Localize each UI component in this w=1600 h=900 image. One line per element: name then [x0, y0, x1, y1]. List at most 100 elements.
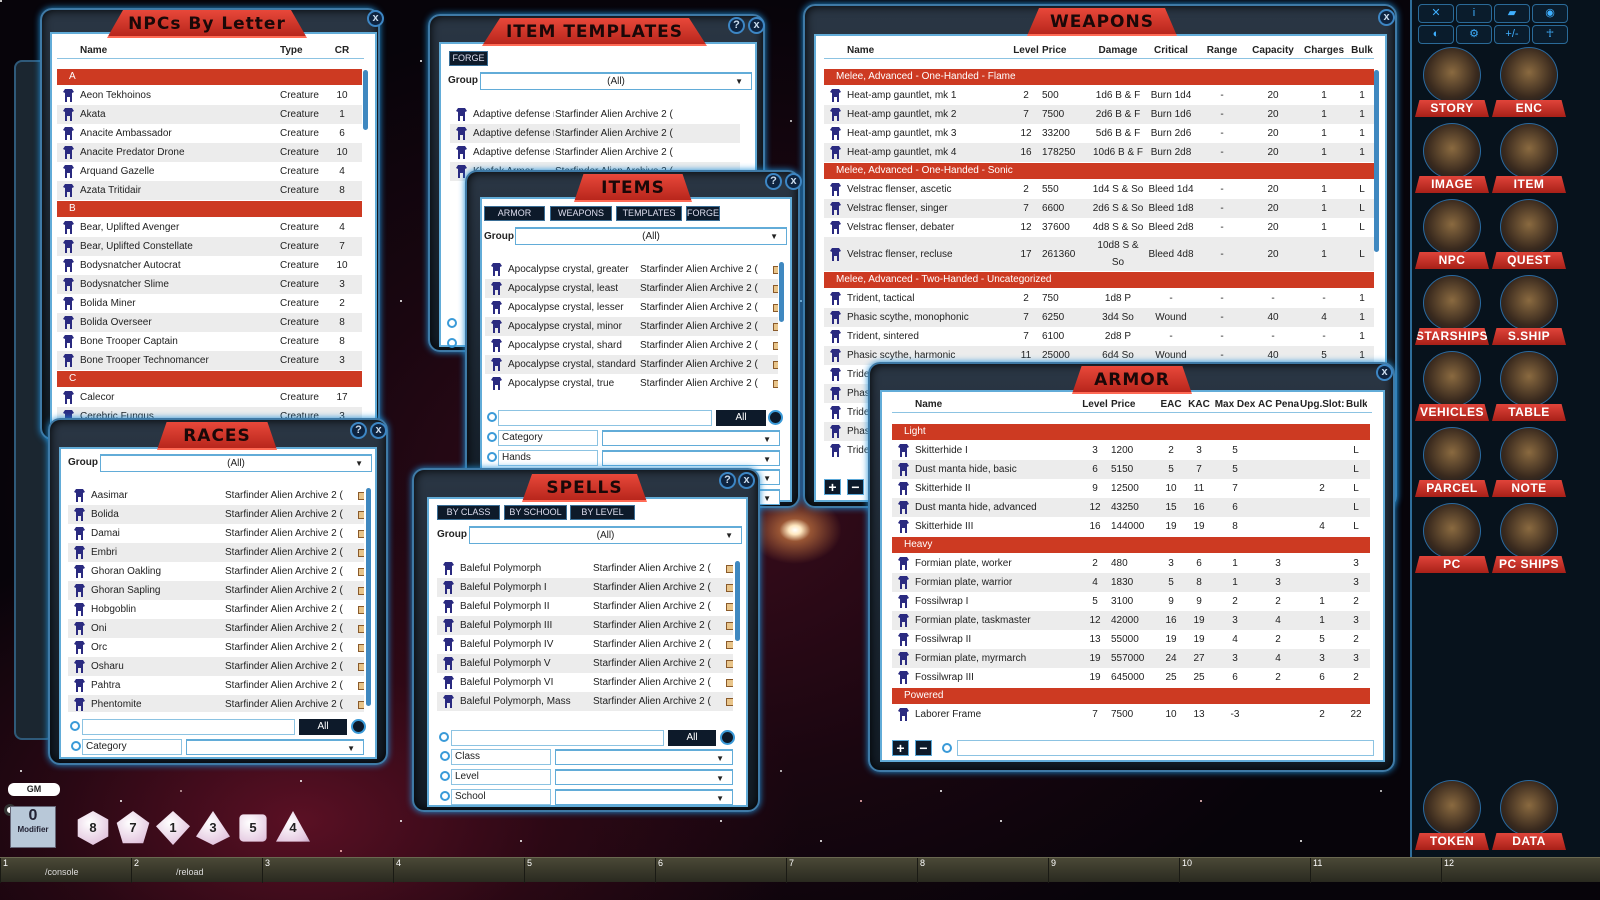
hotkey-slot[interactable]: 9: [1048, 858, 1179, 883]
scrollbar[interactable]: [363, 70, 368, 130]
book-icon[interactable]: [726, 678, 733, 687]
column-header-level[interactable]: Level: [1013, 44, 1039, 56]
table-row[interactable]: Skitterhide III 16 144000 19 19 8 4 L: [892, 517, 1370, 536]
table-row[interactable]: Arquand Gazelle Creature 4: [57, 162, 362, 181]
hotkey-slot[interactable]: 10: [1179, 858, 1310, 883]
group-header[interactable]: C: [57, 371, 362, 387]
table-row[interactable]: Heat-amp gauntlet, mk 2 7 7500 2d6 B & F Bur…: [824, 105, 1374, 124]
sidebar-button-pc[interactable]: PC: [1415, 501, 1489, 573]
table-row[interactable]: Velstrac flenser, debater 12 37600 4d8 S & …: [824, 218, 1374, 237]
filter-select[interactable]: ▼: [555, 749, 733, 765]
modifier-box[interactable]: 0 Modifier: [10, 806, 56, 848]
scrollbar[interactable]: [735, 561, 740, 641]
sidebar-button-s-ship-items[interactable]: S.SHIP ITEMS: [1492, 273, 1566, 345]
column-header-upg-slot-[interactable]: Upg.Slot:: [1300, 398, 1345, 410]
list-item[interactable]: Adaptive defense module, mkStarfinder Al…: [450, 124, 740, 143]
table-row[interactable]: Fossilwrap I 5 3100 9 9 2 2 1 2: [892, 592, 1370, 611]
column-header-name[interactable]: Name: [80, 44, 108, 56]
column-header-type[interactable]: Type: [280, 44, 303, 56]
filter-select[interactable]: ▼: [602, 449, 780, 466]
group-header[interactable]: Melee, Advanced - One-Handed - Sonic: [824, 163, 1374, 179]
book-icon[interactable]: [726, 659, 733, 668]
list-item[interactable]: Baleful Polymorph VI Starfinder Alien Arc…: [437, 673, 733, 692]
effects-icon[interactable]: +/-: [1494, 25, 1530, 44]
remove-button[interactable]: −: [847, 479, 864, 495]
edit-icon[interactable]: [768, 410, 783, 425]
book-icon[interactable]: [358, 643, 364, 652]
tab-by-level[interactable]: BY LEVEL: [570, 505, 635, 520]
search-input[interactable]: [451, 730, 664, 746]
book-icon[interactable]: [358, 491, 364, 500]
hotkey-slot[interactable]: 4: [393, 858, 524, 883]
column-header-level[interactable]: Level: [1082, 398, 1108, 410]
group-header[interactable]: Light: [892, 424, 1370, 440]
book-icon[interactable]: [773, 379, 778, 388]
filter-field-level[interactable]: Level: [451, 769, 551, 785]
list-item[interactable]: Adaptive defense module, mkStarfinder Al…: [450, 105, 740, 124]
table-row[interactable]: Velstrac flenser, ascetic 2 550 1d4 S & So B…: [824, 180, 1374, 199]
dice-d4-icon[interactable]: 4: [276, 811, 310, 842]
window-title[interactable]: Item Templates: [482, 18, 707, 46]
colors-icon[interactable]: ◉: [1532, 4, 1568, 23]
table-row[interactable]: Bear, Uplifted Constellate Creature 7: [57, 237, 362, 256]
close-icon[interactable]: x: [748, 17, 765, 34]
edit-icon[interactable]: [720, 730, 735, 745]
filter-field-hands[interactable]: Hands: [498, 449, 598, 466]
tab-by-class[interactable]: BY CLASS: [437, 505, 500, 520]
table-row[interactable]: Velstrac flenser, recluse 17 261360 10d8 S …: [824, 237, 1374, 271]
group-select[interactable]: (All) ▼: [100, 454, 372, 472]
forge-button[interactable]: FORGE: [449, 51, 488, 66]
list-item[interactable]: Baleful Polymorph III Starfinder Alien Ar…: [437, 616, 733, 635]
hotkey-slot[interactable]: 7: [786, 858, 917, 883]
filter-all-button[interactable]: All: [668, 730, 716, 746]
list-item[interactable]: Osharu Starfinder Alien Archive 2 (: [68, 657, 364, 676]
list-item[interactable]: Apocalypse crystal, true Starfinder Alien…: [485, 374, 778, 393]
list-item[interactable]: Ghoran Oakling Starfinder Alien Archive 2…: [68, 562, 364, 581]
list-item[interactable]: Hobgoblin Starfinder Alien Archive 2 (: [68, 600, 364, 619]
group-header[interactable]: Melee, Advanced - Two-Handed - Uncategor…: [824, 272, 1374, 288]
list-item[interactable]: Apocalypse crystal, greater Starfinder Al…: [485, 260, 778, 279]
column-header-eac[interactable]: EAC: [1160, 398, 1182, 410]
list-item[interactable]: Pahtra Starfinder Alien Archive 2 (: [68, 676, 364, 695]
hotkey-slot[interactable]: 3: [262, 858, 393, 883]
column-header-charges[interactable]: Charges: [1303, 44, 1344, 56]
book-icon[interactable]: [773, 322, 778, 331]
combat-tracker-icon[interactable]: ✕: [1418, 4, 1454, 23]
book-icon[interactable]: [726, 564, 733, 573]
table-row[interactable]: Anacite Predator Drone Creature 10: [57, 143, 362, 162]
group-select[interactable]: (All) ▼: [480, 72, 752, 90]
table-row[interactable]: Azata Tritidair Creature 8: [57, 181, 362, 200]
table-row[interactable]: Tride: [824, 403, 1374, 422]
search-input[interactable]: [957, 740, 1374, 756]
list-item[interactable]: Baleful Polymorph V Starfinder Alien Arch…: [437, 654, 733, 673]
sidebar-button-pc-ships[interactable]: PC SHIPS: [1492, 501, 1566, 573]
list-item[interactable]: Baleful Polymorph Starfinder Alien Archiv…: [437, 559, 733, 578]
search-input[interactable]: [498, 410, 712, 426]
table-row[interactable]: Tride: [824, 441, 1374, 460]
book-icon[interactable]: [358, 624, 364, 633]
list-item[interactable]: Adaptive defense module, mkStarfinder Al…: [450, 143, 740, 162]
table-row[interactable]: Heat-amp gauntlet, mk 1 2 500 1d6 B & F Burn…: [824, 86, 1374, 105]
tab-by-school[interactable]: BY SCHOOL: [504, 505, 567, 520]
group-select[interactable]: (All) ▼: [515, 227, 787, 245]
group-header[interactable]: A: [57, 69, 362, 85]
list-item[interactable]: Phentomite Starfinder Alien Archive 2 (: [68, 695, 364, 712]
window-title[interactable]: Weapons: [1027, 8, 1177, 36]
table-row[interactable]: Phasic scythe, harmonic 11 25000 6d4 So Woun…: [824, 346, 1374, 365]
table-row[interactable]: Formian plate, worker 2 480 3 6 1 3 3: [892, 554, 1370, 573]
add-button[interactable]: +: [892, 740, 909, 756]
list-item[interactable]: Apocalypse crystal, lesser Starfinder Ali…: [485, 298, 778, 317]
hotkey-slot[interactable]: 6: [655, 858, 786, 883]
sidebar-button-data[interactable]: DATA: [1492, 778, 1566, 850]
filter-select[interactable]: ▼: [555, 769, 733, 785]
table-row[interactable]: Formian plate, warrior 4 1830 5 8 1 3 3: [892, 573, 1370, 592]
table-row[interactable]: Skitterhide I 3 1200 2 3 5 L: [892, 441, 1370, 460]
book-icon[interactable]: [773, 341, 778, 350]
column-header-critical[interactable]: Critical: [1154, 44, 1188, 56]
filter-select[interactable]: ▼: [555, 789, 733, 805]
book-icon[interactable]: [358, 510, 364, 519]
calendar-icon[interactable]: ▰: [1494, 4, 1530, 23]
table-row[interactable]: Velstrac flenser, singer 7 6600 2d6 S & So B…: [824, 199, 1374, 218]
table-row[interactable]: Calecor Creature 17: [57, 388, 362, 407]
sidebar-button-enc[interactable]: ENC: [1492, 45, 1566, 117]
